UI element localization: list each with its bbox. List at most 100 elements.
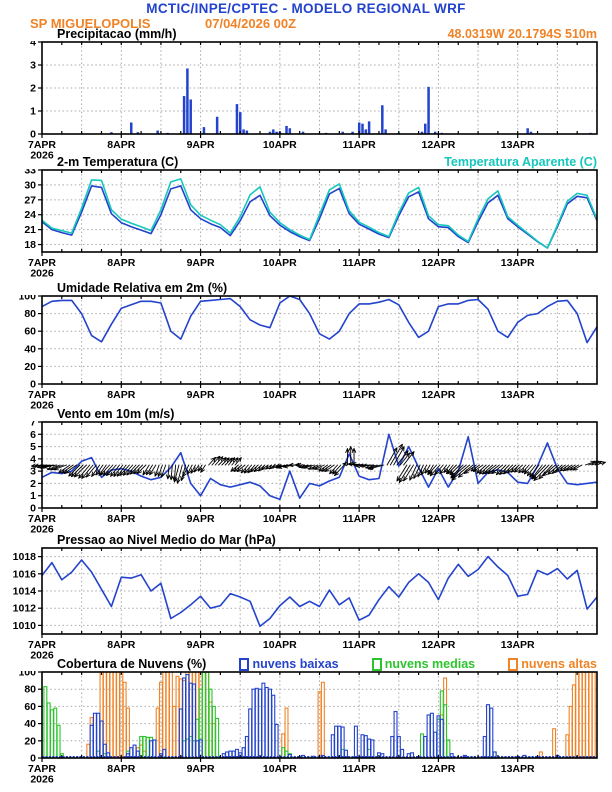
svg-text:30: 30 <box>24 179 36 191</box>
nuvens-baixas-bar <box>340 726 345 759</box>
panel-title-temperature: 2-m Temperatura (C) <box>57 155 179 169</box>
svg-text:60: 60 <box>24 701 36 713</box>
nuvens-baixas-bar <box>89 724 94 759</box>
legend-box-medias-icon <box>371 658 382 671</box>
nuvens-medias-bar <box>139 735 144 759</box>
nuvens-altas-bar <box>168 671 173 759</box>
legend-label-medias: nuvens medias <box>384 657 476 671</box>
nuvens-medias-bar <box>43 686 48 759</box>
gridlines <box>42 548 597 634</box>
precip-bar <box>202 127 206 134</box>
svg-text:0: 0 <box>30 503 36 515</box>
svg-text:9APR: 9APR <box>187 257 215 269</box>
legend-nuvens-altas: nuvens altas <box>508 658 597 671</box>
location-label: 48.0319W 20.1794S 510m <box>447 27 597 41</box>
svg-text:1: 1 <box>30 490 36 502</box>
nuvens-baixas-bar <box>433 731 438 759</box>
nuvens-baixas-bar <box>486 704 491 759</box>
nuvens-altas-bar <box>588 671 593 759</box>
nuvens-altas-bar <box>320 681 325 759</box>
svg-text:10APR: 10APR <box>263 639 297 651</box>
svg-text:2026: 2026 <box>30 650 54 661</box>
svg-text:12APR: 12APR <box>421 257 455 269</box>
panel-title-wind: Vento em 10m (m/s) <box>57 407 175 421</box>
svg-text:18: 18 <box>24 239 36 251</box>
svg-text:2026: 2026 <box>30 400 54 411</box>
svg-text:8APR: 8APR <box>107 763 135 775</box>
svg-text:12APR: 12APR <box>421 763 455 775</box>
svg-text:5: 5 <box>30 441 36 453</box>
svg-text:2026: 2026 <box>30 268 54 279</box>
nuvens-medias-bar <box>201 671 206 759</box>
precip-bar <box>136 132 140 134</box>
svg-text:8APR: 8APR <box>107 513 135 525</box>
precip-bar <box>288 128 292 134</box>
svg-text:13APR: 13APR <box>501 139 535 151</box>
precip-bar <box>186 68 189 134</box>
precip-bar <box>341 131 344 134</box>
svg-text:7: 7 <box>30 421 36 429</box>
nuvens-baixas-bar <box>267 688 272 759</box>
precip-bar <box>424 123 427 134</box>
nuvens-altas-bar <box>568 705 573 759</box>
svg-text:13APR: 13APR <box>501 639 535 651</box>
nuvens-altas-bar <box>122 681 127 759</box>
panel-clouds: Cobertura de Nuvens (%) nuvens baixas nu… <box>0 658 612 784</box>
svg-text:1016: 1016 <box>13 568 37 580</box>
svg-text:1010: 1010 <box>13 620 37 632</box>
panel-title-clouds: Cobertura de Nuvens (%) <box>57 657 207 671</box>
precip-bar <box>272 129 275 134</box>
nuvens-medias-bar <box>419 733 424 759</box>
gridlines <box>42 42 597 134</box>
svg-text:3: 3 <box>30 60 36 72</box>
svg-text:4: 4 <box>30 41 36 49</box>
svg-text:8APR: 8APR <box>107 639 135 651</box>
precip-series <box>110 68 592 134</box>
nuvens-baixas-bar <box>271 694 276 759</box>
panel-temperature: 2-m Temperatura (C) Temperatura Aparente… <box>0 156 612 278</box>
nuvens-baixas-bar <box>195 740 200 759</box>
precip-bar <box>381 105 384 134</box>
nuvens-altas-bar <box>175 675 180 759</box>
gridlines <box>42 672 597 758</box>
svg-text:12APR: 12APR <box>421 139 455 151</box>
nuvens-altas-bar <box>162 671 167 759</box>
nuvens-baixas-bar <box>439 718 444 759</box>
svg-text:10APR: 10APR <box>263 389 297 401</box>
svg-text:21: 21 <box>24 224 36 236</box>
panel-precipitation: Precipitacao (mm/h) 48.0319W 20.1794S 51… <box>0 28 612 160</box>
model-title: MCTIC/INPE/CPTEC - MODELO REGIONAL WRF <box>146 1 466 16</box>
nuvens-altas-bar <box>112 671 117 759</box>
svg-text:13APR: 13APR <box>501 763 535 775</box>
svg-text:12APR: 12APR <box>421 513 455 525</box>
svg-text:11APR: 11APR <box>343 139 377 151</box>
svg-text:13APR: 13APR <box>501 257 535 269</box>
nuvens-altas-bar <box>125 707 130 759</box>
svg-text:40: 40 <box>24 718 36 730</box>
svg-text:80: 80 <box>24 308 36 320</box>
run-datetime: 07/04/2026 00Z <box>205 16 297 31</box>
nuvens-baixas-bar <box>426 714 431 759</box>
nuvens-altas-bar <box>552 728 557 759</box>
svg-text:2026: 2026 <box>30 150 54 161</box>
nuvens-baixas-bar <box>482 735 487 759</box>
apparent-temperature-label: Temperatura Aparente (C) <box>444 155 597 169</box>
svg-text:2026: 2026 <box>30 524 54 535</box>
svg-text:10APR: 10APR <box>263 513 297 525</box>
precip-bar <box>301 131 305 134</box>
nuvens-medias-bar <box>443 704 448 759</box>
precip-bar <box>182 96 186 134</box>
nuvens-baixas-bar <box>102 743 107 759</box>
svg-text:9APR: 9APR <box>187 763 215 775</box>
legend-label-altas: nuvens altas <box>521 657 597 671</box>
gridlines <box>42 422 597 508</box>
nuvens-altas-bar <box>591 671 596 759</box>
precip-bar <box>285 125 288 134</box>
